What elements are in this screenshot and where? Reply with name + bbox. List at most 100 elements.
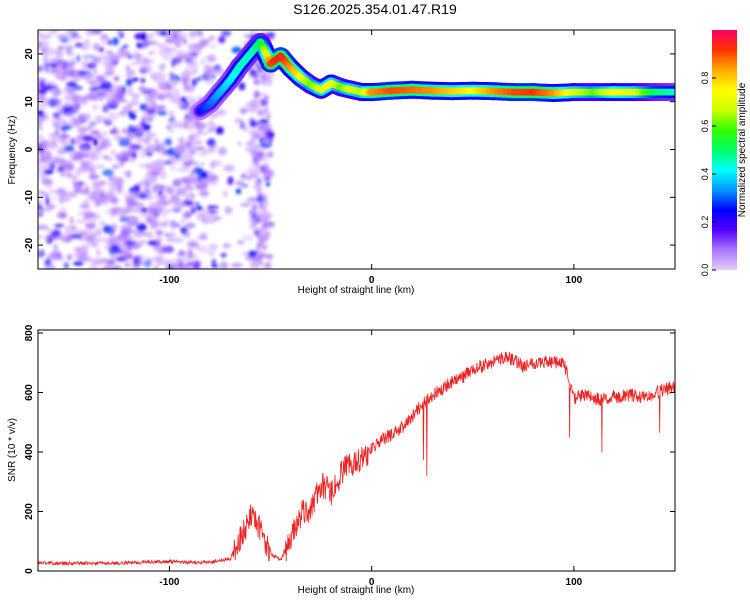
noise-blob: [162, 55, 169, 59]
noise-blob: [126, 215, 139, 223]
noise-blob: [88, 121, 94, 129]
y-tick-label: 600: [24, 384, 35, 401]
noise-blob: [253, 92, 260, 99]
noise-blob: [263, 104, 269, 109]
noise-blob: [38, 40, 43, 50]
noise-blob: [183, 211, 192, 219]
noise-blob: [263, 156, 269, 163]
noise-blob: [263, 170, 267, 177]
noise-blob: [206, 54, 217, 63]
noise-blob: [145, 217, 153, 223]
noise-blob: [162, 161, 172, 165]
noise-blob: [80, 163, 89, 173]
noise-blob: [44, 81, 57, 85]
noise-blob: [261, 111, 272, 117]
noise-blob: [191, 139, 197, 148]
noise-blob: [38, 102, 48, 110]
noise-blob: [51, 99, 63, 104]
noise-blob: [107, 39, 113, 46]
noise-blob: [183, 38, 187, 45]
noise-blob: [166, 83, 174, 90]
noise-blob: [194, 146, 205, 151]
noise-blob: [196, 206, 203, 211]
noise-blob: [80, 191, 85, 195]
noise-blob: [105, 50, 114, 55]
noise-blob: [73, 228, 82, 237]
noise-blob: [169, 220, 177, 225]
noise-blob: [115, 99, 128, 103]
y-tick-label: 0: [24, 568, 35, 574]
noise-blob: [136, 137, 147, 143]
noise-blob: [56, 88, 61, 94]
noise-blob: [157, 105, 167, 110]
noise-blob: [196, 76, 201, 82]
noise-blob: [84, 160, 93, 164]
noise-blob: [202, 266, 209, 269]
noise-blob: [125, 78, 132, 87]
noise-blob: [103, 119, 113, 126]
noise-blob: [91, 105, 99, 110]
noise-blob: [207, 174, 219, 183]
noise-blob: [81, 255, 92, 263]
noise-blob: [144, 131, 154, 140]
noise-blob: [101, 131, 108, 136]
noise-blob: [147, 164, 159, 171]
noise-blob: [150, 201, 157, 209]
noise-blob: [57, 34, 69, 39]
noise-blob: [45, 234, 50, 241]
noise-blob: [255, 100, 262, 106]
noise-blob: [256, 243, 261, 249]
noise-blob: [100, 266, 112, 269]
noise-blob: [143, 101, 149, 109]
noise-blob: [74, 137, 83, 146]
colorbar-label: Normalized spectral amplitude: [737, 82, 748, 217]
noise-blob: [58, 62, 66, 67]
noise-blob: [199, 181, 205, 188]
noise-blob: [62, 238, 71, 243]
noise-blob: [184, 115, 189, 119]
noise-blob: [262, 200, 270, 207]
noise-blob: [132, 77, 139, 82]
noise-blob: [51, 85, 59, 90]
noise-blob: [87, 265, 99, 269]
noise-blob: [140, 213, 145, 219]
noise-blob: [191, 78, 197, 87]
noise-blob: [261, 229, 265, 237]
noise-blob: [94, 195, 106, 204]
noise-blob: [105, 66, 111, 70]
noise-blob: [67, 175, 80, 179]
noise-blob: [158, 64, 165, 71]
noise-blob: [119, 216, 130, 222]
noise-blob: [254, 229, 260, 236]
noise-blob: [114, 75, 120, 81]
noise-blob: [102, 102, 110, 112]
noise-blob: [85, 62, 97, 70]
noise-blob: [162, 208, 172, 214]
noise-blob: [219, 261, 228, 269]
noise-blob: [259, 252, 266, 258]
noise-blob: [237, 141, 242, 146]
noise-blob: [245, 140, 257, 149]
noise-blob: [259, 133, 266, 138]
noise-blob: [111, 264, 122, 269]
noise-blob: [199, 190, 210, 197]
noise-blob: [223, 164, 235, 172]
noise-blob: [259, 119, 269, 124]
noise-blob: [85, 30, 95, 36]
noise-blob: [92, 181, 102, 186]
noise-blob: [108, 97, 119, 106]
noise-blob: [95, 134, 104, 140]
noise-blob: [111, 164, 120, 170]
noise-blob: [191, 160, 199, 166]
noise-blob: [243, 34, 253, 38]
noise-blob: [222, 243, 231, 249]
noise-blob: [61, 212, 66, 219]
noise-blob: [77, 252, 88, 257]
noise-blob: [179, 142, 185, 147]
noise-blob: [136, 42, 143, 49]
noise-blob: [52, 196, 57, 201]
noise-blob: [72, 154, 84, 161]
noise-blob: [249, 162, 258, 167]
noise-blob: [60, 38, 69, 43]
noise-blob: [148, 50, 154, 56]
